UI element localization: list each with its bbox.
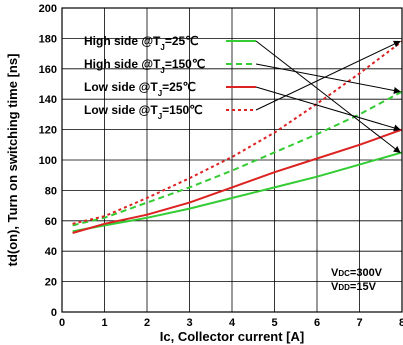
condition-label: VDC=300V bbox=[331, 267, 383, 279]
legend: High side @TJ=25℃ High side @TJ=150℃ Low s… bbox=[84, 34, 256, 121]
series-line bbox=[72, 40, 403, 225]
legend-label: High side @TJ=25℃ bbox=[84, 34, 199, 52]
x-tick-label: 7 bbox=[356, 317, 362, 329]
legend-arrow bbox=[255, 40, 401, 111]
x-tick-label: 6 bbox=[314, 317, 320, 329]
y-tick-label: 40 bbox=[45, 246, 57, 258]
series-line bbox=[72, 151, 403, 233]
y-axis-label: td(on), Turn on switching time [ns] bbox=[5, 54, 20, 267]
legend-label: Low side @TJ=25℃ bbox=[84, 80, 196, 98]
legend-label: Low side @TJ=150℃ bbox=[84, 103, 203, 121]
condition-label: VDD=15V bbox=[331, 281, 377, 293]
x-tick-label: 0 bbox=[59, 317, 65, 329]
y-tick-label: 60 bbox=[45, 216, 57, 228]
y-tick-label: 100 bbox=[39, 155, 57, 167]
y-tick-label: 180 bbox=[39, 33, 57, 45]
conditions-note: VDC=300V VDD=15V bbox=[331, 267, 383, 293]
plot-frame bbox=[61, 7, 403, 313]
legend-arrow bbox=[255, 86, 401, 132]
plot-border bbox=[61, 7, 403, 313]
legend-arrow bbox=[255, 63, 401, 94]
y-tick-label: 0 bbox=[51, 307, 57, 319]
x-axis-label: Ic, Collector current [A] bbox=[160, 329, 304, 344]
legend-arrows bbox=[255, 40, 401, 154]
y-tick-label: 200 bbox=[39, 3, 57, 15]
grid bbox=[61, 7, 403, 313]
y-tick-label: 120 bbox=[39, 125, 57, 137]
x-tick-label: 1 bbox=[101, 317, 107, 329]
x-tick-label: 4 bbox=[229, 317, 236, 329]
x-tick-label: 8 bbox=[399, 317, 403, 329]
series-lines bbox=[72, 40, 403, 234]
y-tick-label: 20 bbox=[45, 277, 57, 289]
y-tick-label: 80 bbox=[45, 185, 57, 197]
series-line bbox=[72, 90, 403, 227]
legend-label: High side @TJ=150℃ bbox=[84, 57, 205, 75]
y-tick-label: 160 bbox=[39, 64, 57, 76]
series-line bbox=[72, 128, 403, 234]
x-tick-label: 2 bbox=[144, 317, 150, 329]
y-tick-label: 140 bbox=[39, 94, 57, 106]
x-tick-label: 5 bbox=[271, 317, 277, 329]
x-tick-label: 3 bbox=[186, 317, 192, 329]
legend-arrow bbox=[255, 40, 401, 154]
